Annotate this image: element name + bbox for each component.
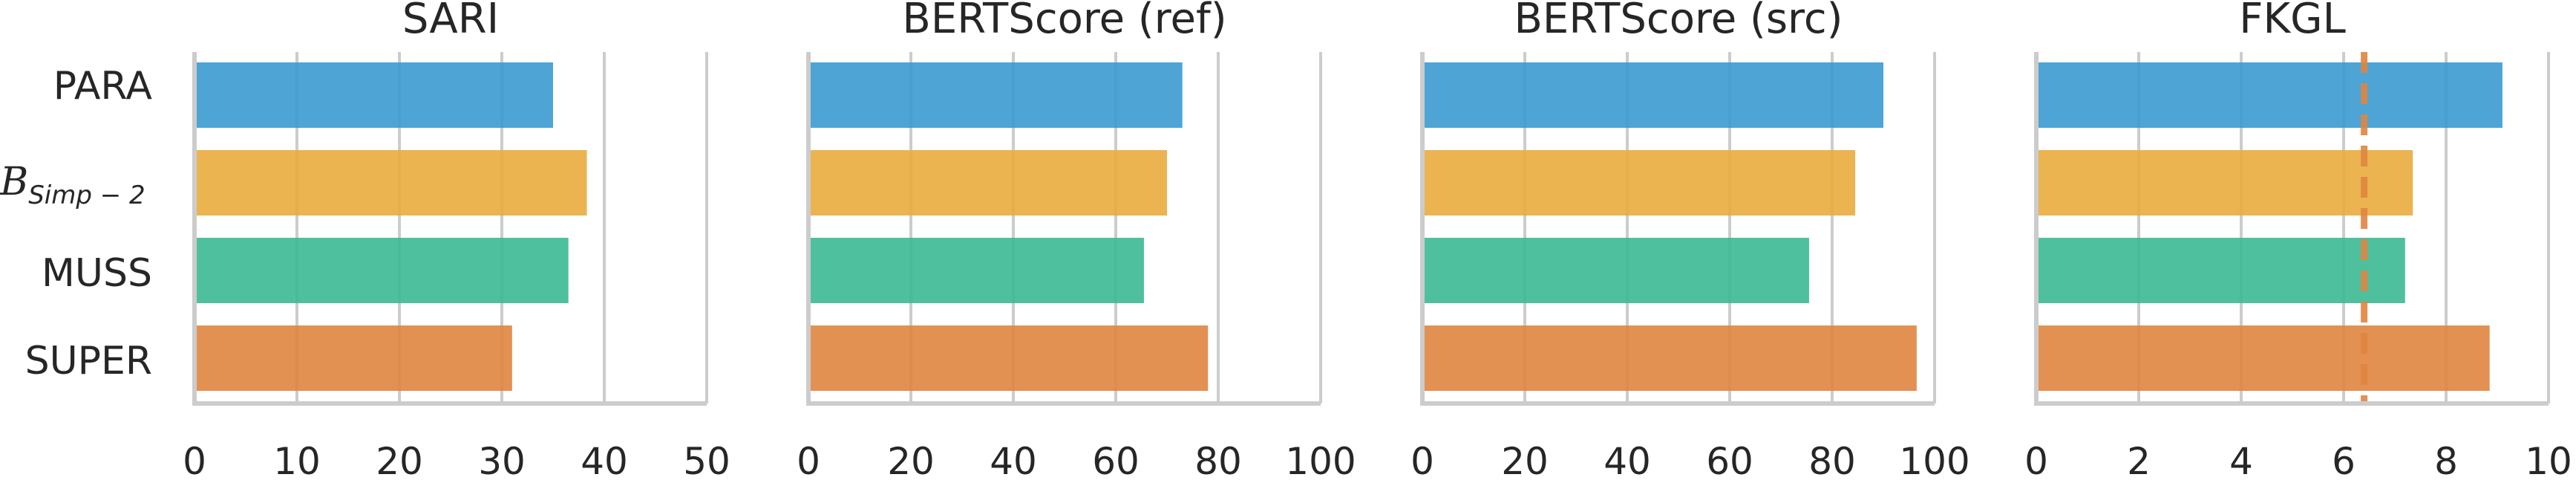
category-label-muss: MUSS xyxy=(42,251,152,296)
x-tick-label: 0 xyxy=(1410,440,1434,483)
y-axis-category-labels: PARA BSimp − 2 MUSS SUPER xyxy=(0,64,152,383)
x-tick-label: 50 xyxy=(683,440,730,483)
panel-title: BERTScore (src) xyxy=(1514,0,1843,43)
chart-panel-3: 0 20 40 60 80 100 BERTScore (src) xyxy=(1410,0,1970,483)
x-tick-label: 6 xyxy=(2332,440,2356,483)
bar-b-simp-2 xyxy=(808,150,1167,215)
x-tick-label: 20 xyxy=(887,440,935,483)
chart-panel-2: 0 20 40 60 80 100 BERTScore (ref) xyxy=(797,0,1356,483)
bar-para xyxy=(2036,62,2503,128)
x-tick-label: 80 xyxy=(1808,440,1856,483)
x-tick-label: 10 xyxy=(2525,440,2572,483)
bar-para xyxy=(808,62,1183,128)
x-tick-label: 100 xyxy=(1285,440,1356,483)
x-tick-label: 8 xyxy=(2434,440,2458,483)
category-label-bsimp: BSimp − 2 xyxy=(0,160,146,210)
bar-para xyxy=(194,62,553,128)
bar-muss xyxy=(1422,238,1809,303)
x-tick-label: 40 xyxy=(1604,440,1651,483)
x-tick-label: 0 xyxy=(797,440,820,483)
x-tick-label: 30 xyxy=(478,440,526,483)
x-tick-label: 10 xyxy=(273,440,321,483)
bar-para xyxy=(1422,62,1883,128)
bar-super xyxy=(194,325,512,391)
panel-title: SARI xyxy=(402,0,499,43)
chart-panel-4: 0 2 4 6 8 10 FKGL xyxy=(2024,0,2572,483)
panel-title: BERTScore (ref) xyxy=(902,0,1226,43)
bar-super xyxy=(808,325,1209,391)
x-tick-label: 4 xyxy=(2229,440,2253,483)
x-tick-label: 60 xyxy=(1092,440,1140,483)
category-label-super: SUPER xyxy=(25,339,152,383)
bar-muss xyxy=(808,238,1144,303)
category-label-bsimp-main: B xyxy=(0,160,28,204)
bar-b-simp-2 xyxy=(1422,150,1856,215)
bar-super xyxy=(2036,325,2490,391)
x-tick-label: 20 xyxy=(1501,440,1549,483)
x-tick-label: 60 xyxy=(1706,440,1753,483)
panel-title: FKGL xyxy=(2239,0,2346,43)
x-tick-label: 0 xyxy=(2024,440,2048,483)
bar-muss xyxy=(194,238,569,303)
x-tick-label: 40 xyxy=(581,440,628,483)
category-label-bsimp-subscript: Simp − 2 xyxy=(28,181,145,210)
bar-super xyxy=(1422,325,1917,391)
bar-muss xyxy=(2036,238,2405,303)
x-tick-label: 0 xyxy=(183,440,206,483)
x-tick-label: 40 xyxy=(990,440,1037,483)
x-tick-label: 2 xyxy=(2127,440,2151,483)
x-tick-label: 80 xyxy=(1194,440,1242,483)
bar-b-simp-2 xyxy=(2036,150,2413,215)
x-tick-label: 100 xyxy=(1899,440,1969,483)
chart-panel-1: 0 10 20 30 40 50 SARI xyxy=(183,0,730,483)
x-tick-label: 20 xyxy=(376,440,423,483)
category-label-para: PARA xyxy=(53,64,153,108)
bar-b-simp-2 xyxy=(194,150,587,215)
